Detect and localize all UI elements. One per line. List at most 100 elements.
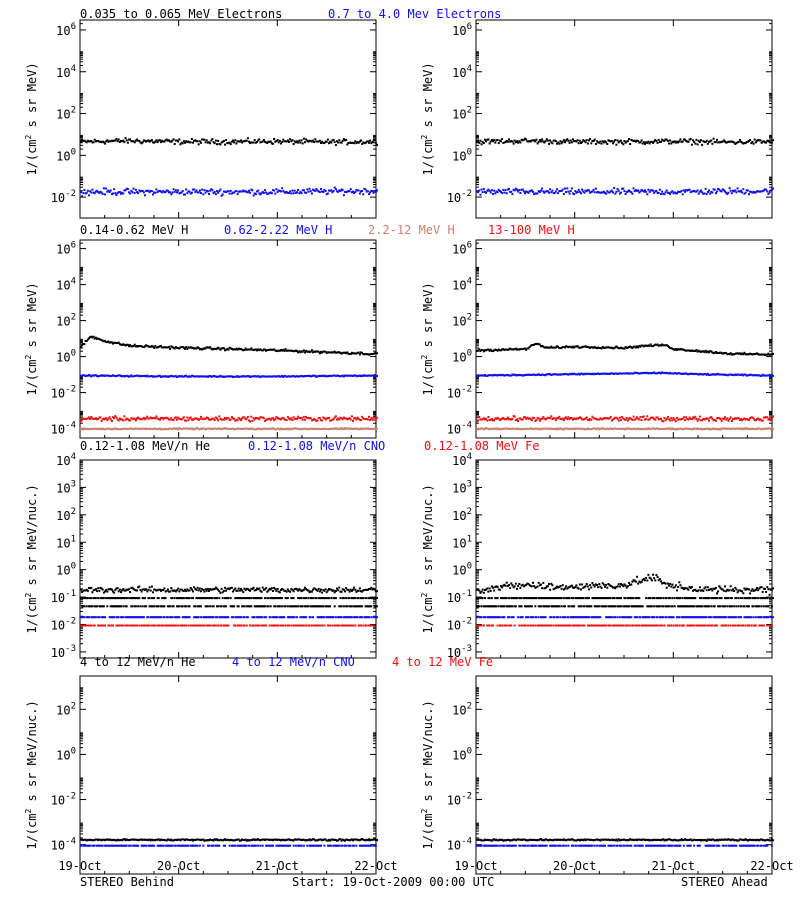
data-point (681, 348, 684, 351)
data-point (516, 188, 518, 191)
data-point (209, 418, 212, 421)
data-point (305, 616, 308, 619)
data-point (570, 372, 573, 375)
data-point (616, 139, 619, 142)
data-point (190, 427, 193, 430)
data-point (617, 372, 620, 375)
data-point (514, 347, 517, 350)
data-point (251, 587, 254, 590)
data-point (517, 427, 520, 430)
data-point (258, 605, 261, 608)
data-point (139, 589, 142, 591)
data-point (633, 139, 636, 142)
data-point (318, 597, 321, 600)
data-point (113, 597, 116, 600)
data-point (582, 427, 585, 430)
data-point (252, 624, 255, 627)
data-point (230, 586, 233, 589)
data-point (157, 588, 160, 591)
data-point (761, 140, 764, 143)
data-point (543, 346, 546, 349)
data-point (576, 139, 579, 142)
y-tick-label: 100 (56, 562, 76, 578)
data-point (608, 373, 611, 375)
data-point (240, 375, 242, 378)
data-point (293, 616, 296, 619)
data-point (256, 375, 258, 378)
data-point (374, 590, 377, 593)
data-point (220, 194, 223, 197)
data-point (281, 427, 284, 430)
data-point (242, 616, 245, 619)
data-point (735, 142, 738, 145)
data-point (99, 338, 102, 341)
data-point (137, 345, 140, 348)
data-point (561, 188, 564, 191)
data-point (631, 427, 634, 430)
data-point (169, 605, 172, 608)
data-point (224, 143, 226, 146)
data-point (489, 427, 492, 430)
data-point (269, 605, 272, 608)
legend-entry-black: 0.035 to 0.065 MeV Electrons (80, 7, 282, 21)
data-point (364, 418, 367, 421)
data-point (227, 190, 230, 193)
data-point (201, 138, 204, 141)
data-point (172, 419, 175, 422)
data-point (356, 141, 359, 144)
data-point (269, 427, 272, 430)
data-point (116, 192, 119, 195)
data-point (583, 428, 586, 431)
data-point (133, 597, 136, 600)
data-point (573, 140, 576, 143)
data-point (341, 588, 344, 591)
data-point (688, 138, 691, 141)
data-point (511, 427, 514, 430)
data-point (652, 416, 654, 419)
data-point (109, 375, 112, 378)
data-point (292, 143, 295, 145)
data-point (269, 597, 272, 600)
data-point (260, 616, 263, 619)
data-point (642, 415, 645, 418)
data-point (124, 418, 127, 421)
data-point (696, 427, 699, 430)
data-point (129, 192, 132, 195)
data-point (269, 140, 272, 143)
data-point (99, 586, 102, 589)
data-point (330, 588, 333, 591)
data-point (502, 348, 505, 351)
data-point (100, 428, 103, 431)
data-point (141, 597, 144, 600)
data-point (83, 589, 86, 592)
data-point (575, 417, 578, 420)
data-point (238, 589, 241, 592)
data-point (312, 597, 314, 600)
data-point (628, 427, 630, 430)
data-point (557, 192, 560, 195)
data-point (158, 189, 161, 192)
data-point (630, 191, 633, 194)
data-point (608, 191, 611, 194)
data-point (476, 190, 478, 193)
y-tick-label: 104 (56, 64, 76, 80)
data-point (546, 585, 549, 588)
data-point (150, 139, 153, 142)
data-point (357, 417, 360, 420)
data-point (86, 589, 89, 592)
data-point (577, 346, 580, 349)
data-point (479, 350, 482, 352)
data-point (272, 348, 274, 351)
data-point (693, 189, 696, 192)
data-point (487, 188, 490, 191)
data-point (275, 428, 278, 431)
data-point (164, 624, 167, 627)
data-point (752, 374, 755, 377)
data-point (650, 140, 653, 143)
data-point (332, 616, 335, 619)
data-point (602, 190, 605, 193)
data-point (200, 616, 202, 619)
data-point (526, 373, 529, 376)
data-point (83, 418, 86, 420)
data-point (281, 187, 284, 190)
